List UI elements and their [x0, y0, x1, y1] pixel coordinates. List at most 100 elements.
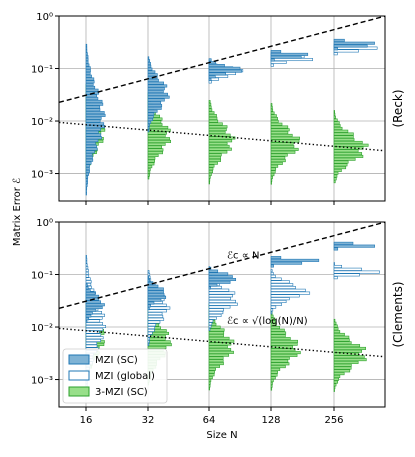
hist-bar — [333, 374, 341, 378]
hist-bar — [270, 283, 294, 287]
hist-bar — [333, 47, 338, 51]
hist-bar — [270, 305, 277, 309]
hist-bar — [270, 103, 273, 107]
hist-bar — [270, 277, 282, 281]
hist-bar — [85, 63, 90, 67]
hist-bar — [270, 353, 298, 357]
hist-bar — [85, 83, 94, 87]
hist-bar — [208, 384, 211, 388]
hist-bar — [147, 309, 167, 313]
x-tick-label: 64 — [203, 415, 216, 426]
hist-bar — [208, 297, 231, 301]
hist-bar — [147, 84, 168, 88]
hist-bar — [85, 286, 89, 290]
hist-bar — [270, 274, 276, 278]
histogram-mzi_global-128 — [270, 269, 311, 315]
hist-bar — [270, 348, 296, 352]
hist-bar — [270, 285, 296, 289]
histograms — [85, 241, 380, 392]
hist-bar — [270, 317, 276, 321]
hist-bar — [85, 178, 88, 182]
hist-bar — [270, 365, 286, 369]
hist-bar — [333, 327, 339, 331]
legend-label: MZI (SC) — [95, 355, 138, 366]
annotation: ℰc ∝ N — [227, 250, 260, 261]
hist-bar — [270, 258, 320, 262]
hist-bar — [333, 146, 364, 150]
panel-1: ℰc ∝ N ℰc ∝ √(log(N)/N) 10⁰ 10⁻¹ 10⁻² 10⁻³ (Cl… — [31, 218, 405, 411]
hist-bar — [147, 125, 169, 129]
hist-bar — [208, 108, 213, 112]
legend-swatch — [68, 354, 90, 365]
hist-bar — [208, 181, 210, 185]
hist-bar — [208, 111, 215, 115]
hist-bar — [333, 386, 336, 390]
hist-bar — [333, 335, 350, 339]
hist-bar — [333, 358, 367, 362]
hist-bar — [208, 327, 211, 331]
hist-bar — [270, 271, 274, 275]
hist-bar — [147, 118, 153, 122]
hist-bar — [208, 122, 223, 126]
panel-label: (Reck) — [391, 89, 405, 127]
hist-bar — [270, 131, 289, 135]
hist-bar — [85, 77, 95, 81]
hist-bar — [270, 264, 274, 268]
hist-bar — [208, 272, 229, 276]
hist-bar — [147, 317, 165, 321]
hist-bar — [85, 181, 88, 185]
hist-bar — [147, 134, 166, 138]
hist-bar — [85, 338, 101, 342]
hist-bar — [208, 342, 232, 346]
hist-bar — [208, 278, 237, 282]
hist-bar — [208, 288, 230, 292]
hist-bar — [333, 49, 359, 53]
histogram-mzi_sc-16 — [85, 43, 106, 196]
hist-bar — [333, 138, 355, 142]
annotation: ℰc ∝ √(log(N)/N) — [227, 316, 308, 327]
hist-bar — [85, 108, 101, 112]
hist-bar — [147, 331, 153, 335]
hist-bar — [147, 301, 155, 305]
hist-bar — [147, 328, 155, 332]
hist-bar — [85, 66, 91, 70]
hist-bar — [208, 269, 219, 273]
hist-bar — [147, 148, 164, 152]
hist-bar — [270, 325, 280, 329]
legend-label: 3-MZI (SC) — [95, 387, 148, 398]
hist-bar — [208, 294, 233, 298]
hist-bar — [270, 356, 290, 360]
hist-bar — [208, 334, 224, 338]
hist-bar — [147, 272, 151, 276]
hist-bar — [333, 180, 336, 184]
hist-bar — [333, 332, 345, 336]
hist-bar — [270, 308, 274, 312]
hist-bar — [270, 52, 309, 56]
y-tick-label: 10⁰ — [36, 218, 53, 229]
hist-bar — [147, 345, 167, 349]
hist-bar — [208, 348, 232, 352]
hist-bar — [333, 152, 363, 156]
hist-bar — [270, 381, 273, 385]
hist-bar — [270, 387, 273, 391]
hist-bar — [333, 338, 350, 342]
hist-bar — [333, 115, 336, 119]
hist-bar — [147, 312, 163, 316]
hist-bar — [333, 129, 349, 133]
hist-bar — [333, 132, 354, 136]
hist-bar — [85, 327, 104, 331]
histograms — [85, 38, 378, 196]
hist-bar — [85, 49, 88, 53]
x-tick-label: 256 — [324, 415, 343, 426]
hist-bar — [147, 123, 150, 127]
y-tick-label: 10⁻² — [31, 117, 53, 128]
trend-lines — [59, 222, 385, 358]
hist-bar — [333, 143, 369, 147]
hist-bar — [147, 284, 159, 288]
hist-bar — [333, 346, 366, 350]
hist-bar — [333, 372, 345, 376]
hist-bar — [85, 119, 101, 123]
hist-bar — [85, 271, 89, 275]
hist-bar — [333, 174, 338, 178]
hist-bar — [85, 139, 99, 143]
